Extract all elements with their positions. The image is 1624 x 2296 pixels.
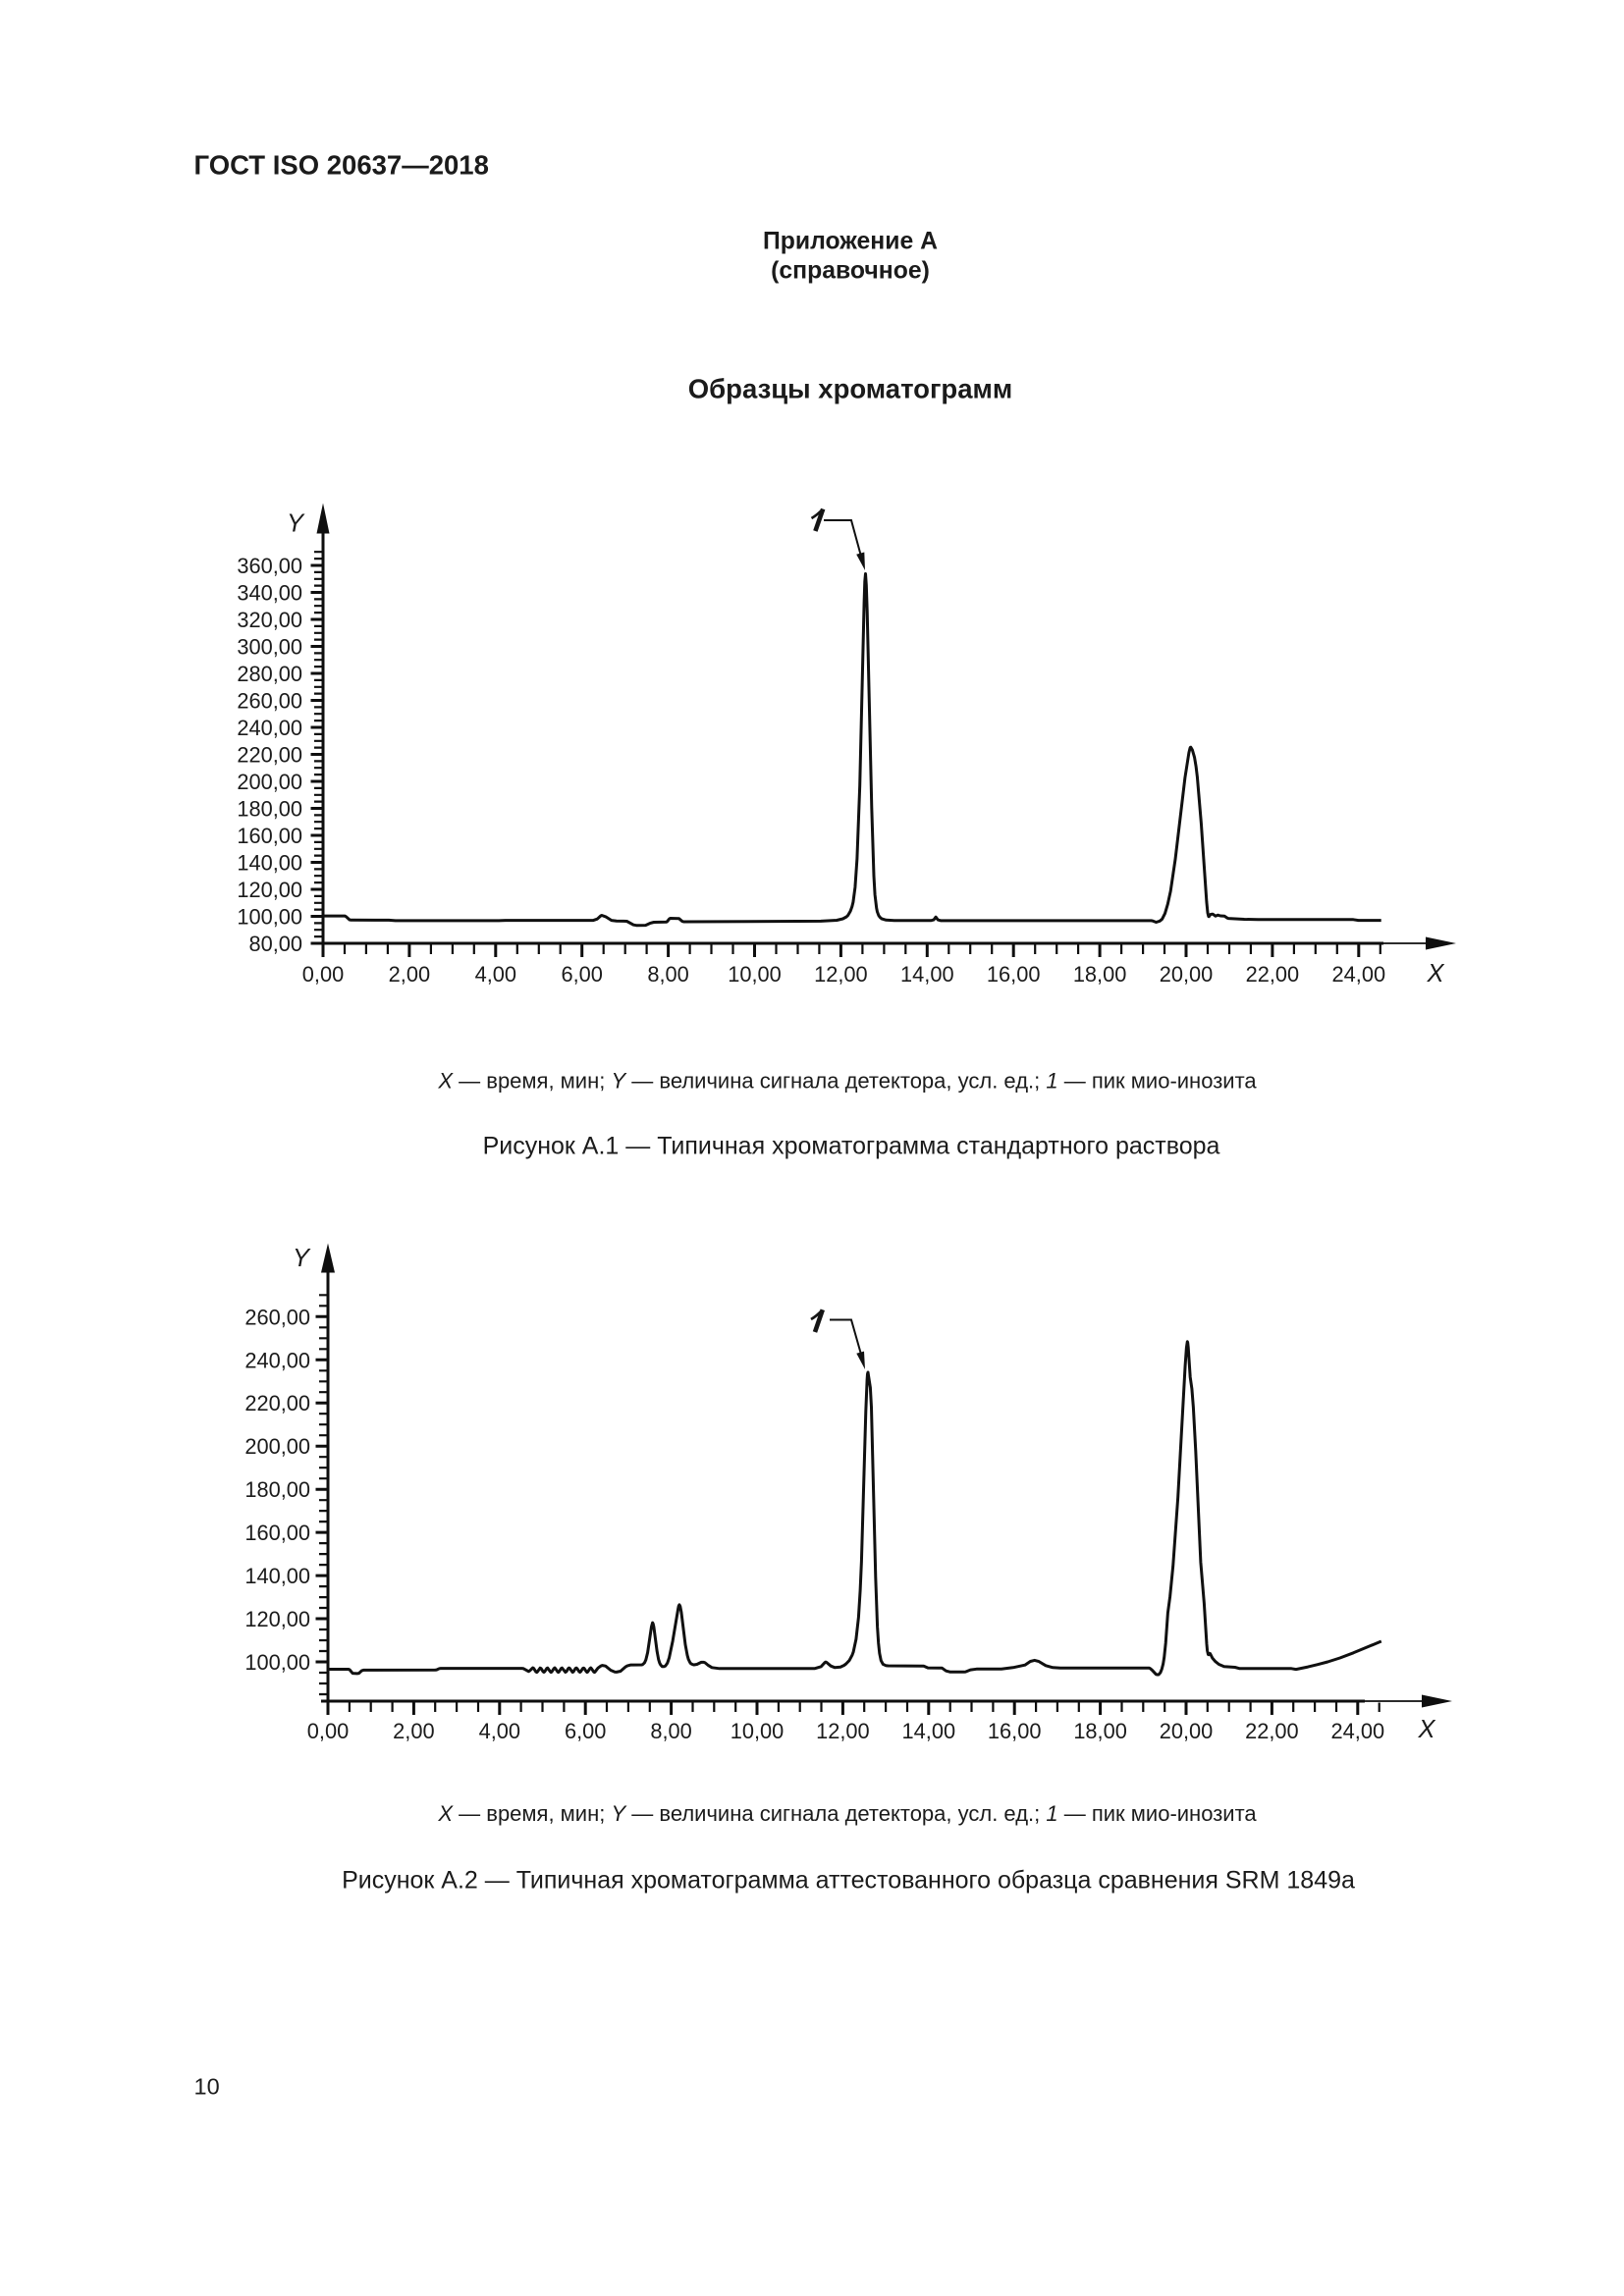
svg-text:Рисунок А.1 — Типичная хромато: Рисунок А.1 — Типичная хроматограмма ста… [483, 1133, 1220, 1160]
svg-text:140,00: 140,00 [244, 1564, 310, 1588]
svg-text:12,00: 12,00 [816, 1719, 870, 1743]
svg-text:8,00: 8,00 [650, 1719, 691, 1743]
svg-text:200,00: 200,00 [244, 1434, 310, 1459]
svg-text:8,00: 8,00 [647, 962, 688, 987]
svg-text:X — время, мин; Y — величина с: X — время, мин; Y — величина сигнала дет… [437, 1801, 1257, 1826]
svg-text:6,00: 6,00 [561, 962, 602, 987]
svg-text:200,00: 200,00 [237, 770, 302, 794]
svg-text:10,00: 10,00 [731, 1719, 785, 1743]
svg-text:24,00: 24,00 [1332, 962, 1386, 987]
svg-text:Приложение А: Приложение А [763, 229, 938, 255]
svg-text:X — время, мин; Y — величина с: X — время, мин; Y — величина сигнала дет… [437, 1069, 1257, 1094]
svg-text:20,00: 20,00 [1160, 962, 1214, 987]
svg-text:X: X [1426, 960, 1444, 988]
svg-text:14,00: 14,00 [900, 962, 954, 987]
svg-text:6,00: 6,00 [565, 1719, 606, 1743]
svg-text:340,00: 340,00 [237, 581, 302, 606]
svg-text:140,00: 140,00 [237, 851, 302, 876]
svg-text:18,00: 18,00 [1073, 962, 1127, 987]
svg-text:10,00: 10,00 [728, 962, 782, 987]
svg-text:16,00: 16,00 [988, 1719, 1042, 1743]
svg-text:240,00: 240,00 [244, 1348, 310, 1372]
svg-text:16,00: 16,00 [987, 962, 1041, 987]
svg-text:18,00: 18,00 [1073, 1719, 1127, 1743]
svg-text:2,00: 2,00 [393, 1719, 434, 1743]
svg-text:100,00: 100,00 [244, 1650, 310, 1675]
svg-text:100,00: 100,00 [237, 905, 302, 930]
svg-text:300,00: 300,00 [237, 635, 302, 660]
svg-text:Образцы хроматограмм: Образцы хроматограмм [688, 374, 1012, 404]
svg-text:80,00: 80,00 [248, 932, 302, 956]
svg-text:(справочное): (справочное) [771, 258, 930, 285]
svg-text:X: X [1417, 1716, 1435, 1743]
svg-text:4,00: 4,00 [475, 962, 516, 987]
svg-text:2,00: 2,00 [389, 962, 430, 987]
svg-text:14,00: 14,00 [902, 1719, 956, 1743]
svg-text:220,00: 220,00 [244, 1391, 310, 1415]
svg-text:24,00: 24,00 [1331, 1719, 1385, 1743]
svg-text:Рисунок А.2 — Типичная хромато: Рисунок А.2 — Типичная хроматограмма атт… [342, 1867, 1355, 1895]
svg-text:Y: Y [293, 1245, 311, 1272]
svg-text:120,00: 120,00 [237, 878, 302, 902]
svg-text:180,00: 180,00 [237, 797, 302, 822]
svg-text:22,00: 22,00 [1246, 962, 1300, 987]
svg-text:22,00: 22,00 [1245, 1719, 1299, 1743]
svg-text:Y: Y [287, 510, 305, 538]
svg-text:160,00: 160,00 [237, 824, 302, 848]
svg-text:180,00: 180,00 [244, 1477, 310, 1502]
svg-text:260,00: 260,00 [237, 689, 302, 714]
svg-text:260,00: 260,00 [244, 1305, 310, 1329]
svg-text:120,00: 120,00 [244, 1607, 310, 1631]
svg-text:10: 10 [194, 2074, 220, 2100]
svg-text:0,00: 0,00 [307, 1719, 349, 1743]
svg-text:ГОСТ ISO 20637—2018: ГОСТ ISO 20637—2018 [194, 150, 489, 181]
svg-text:320,00: 320,00 [237, 608, 302, 632]
svg-text:4,00: 4,00 [479, 1719, 520, 1743]
svg-text:0,00: 0,00 [302, 962, 344, 987]
svg-text:280,00: 280,00 [237, 662, 302, 686]
svg-text:20,00: 20,00 [1160, 1719, 1214, 1743]
svg-text:12,00: 12,00 [814, 962, 868, 987]
svg-text:160,00: 160,00 [244, 1521, 310, 1545]
svg-text:240,00: 240,00 [237, 716, 302, 740]
svg-text:360,00: 360,00 [237, 554, 302, 578]
svg-text:220,00: 220,00 [237, 743, 302, 768]
